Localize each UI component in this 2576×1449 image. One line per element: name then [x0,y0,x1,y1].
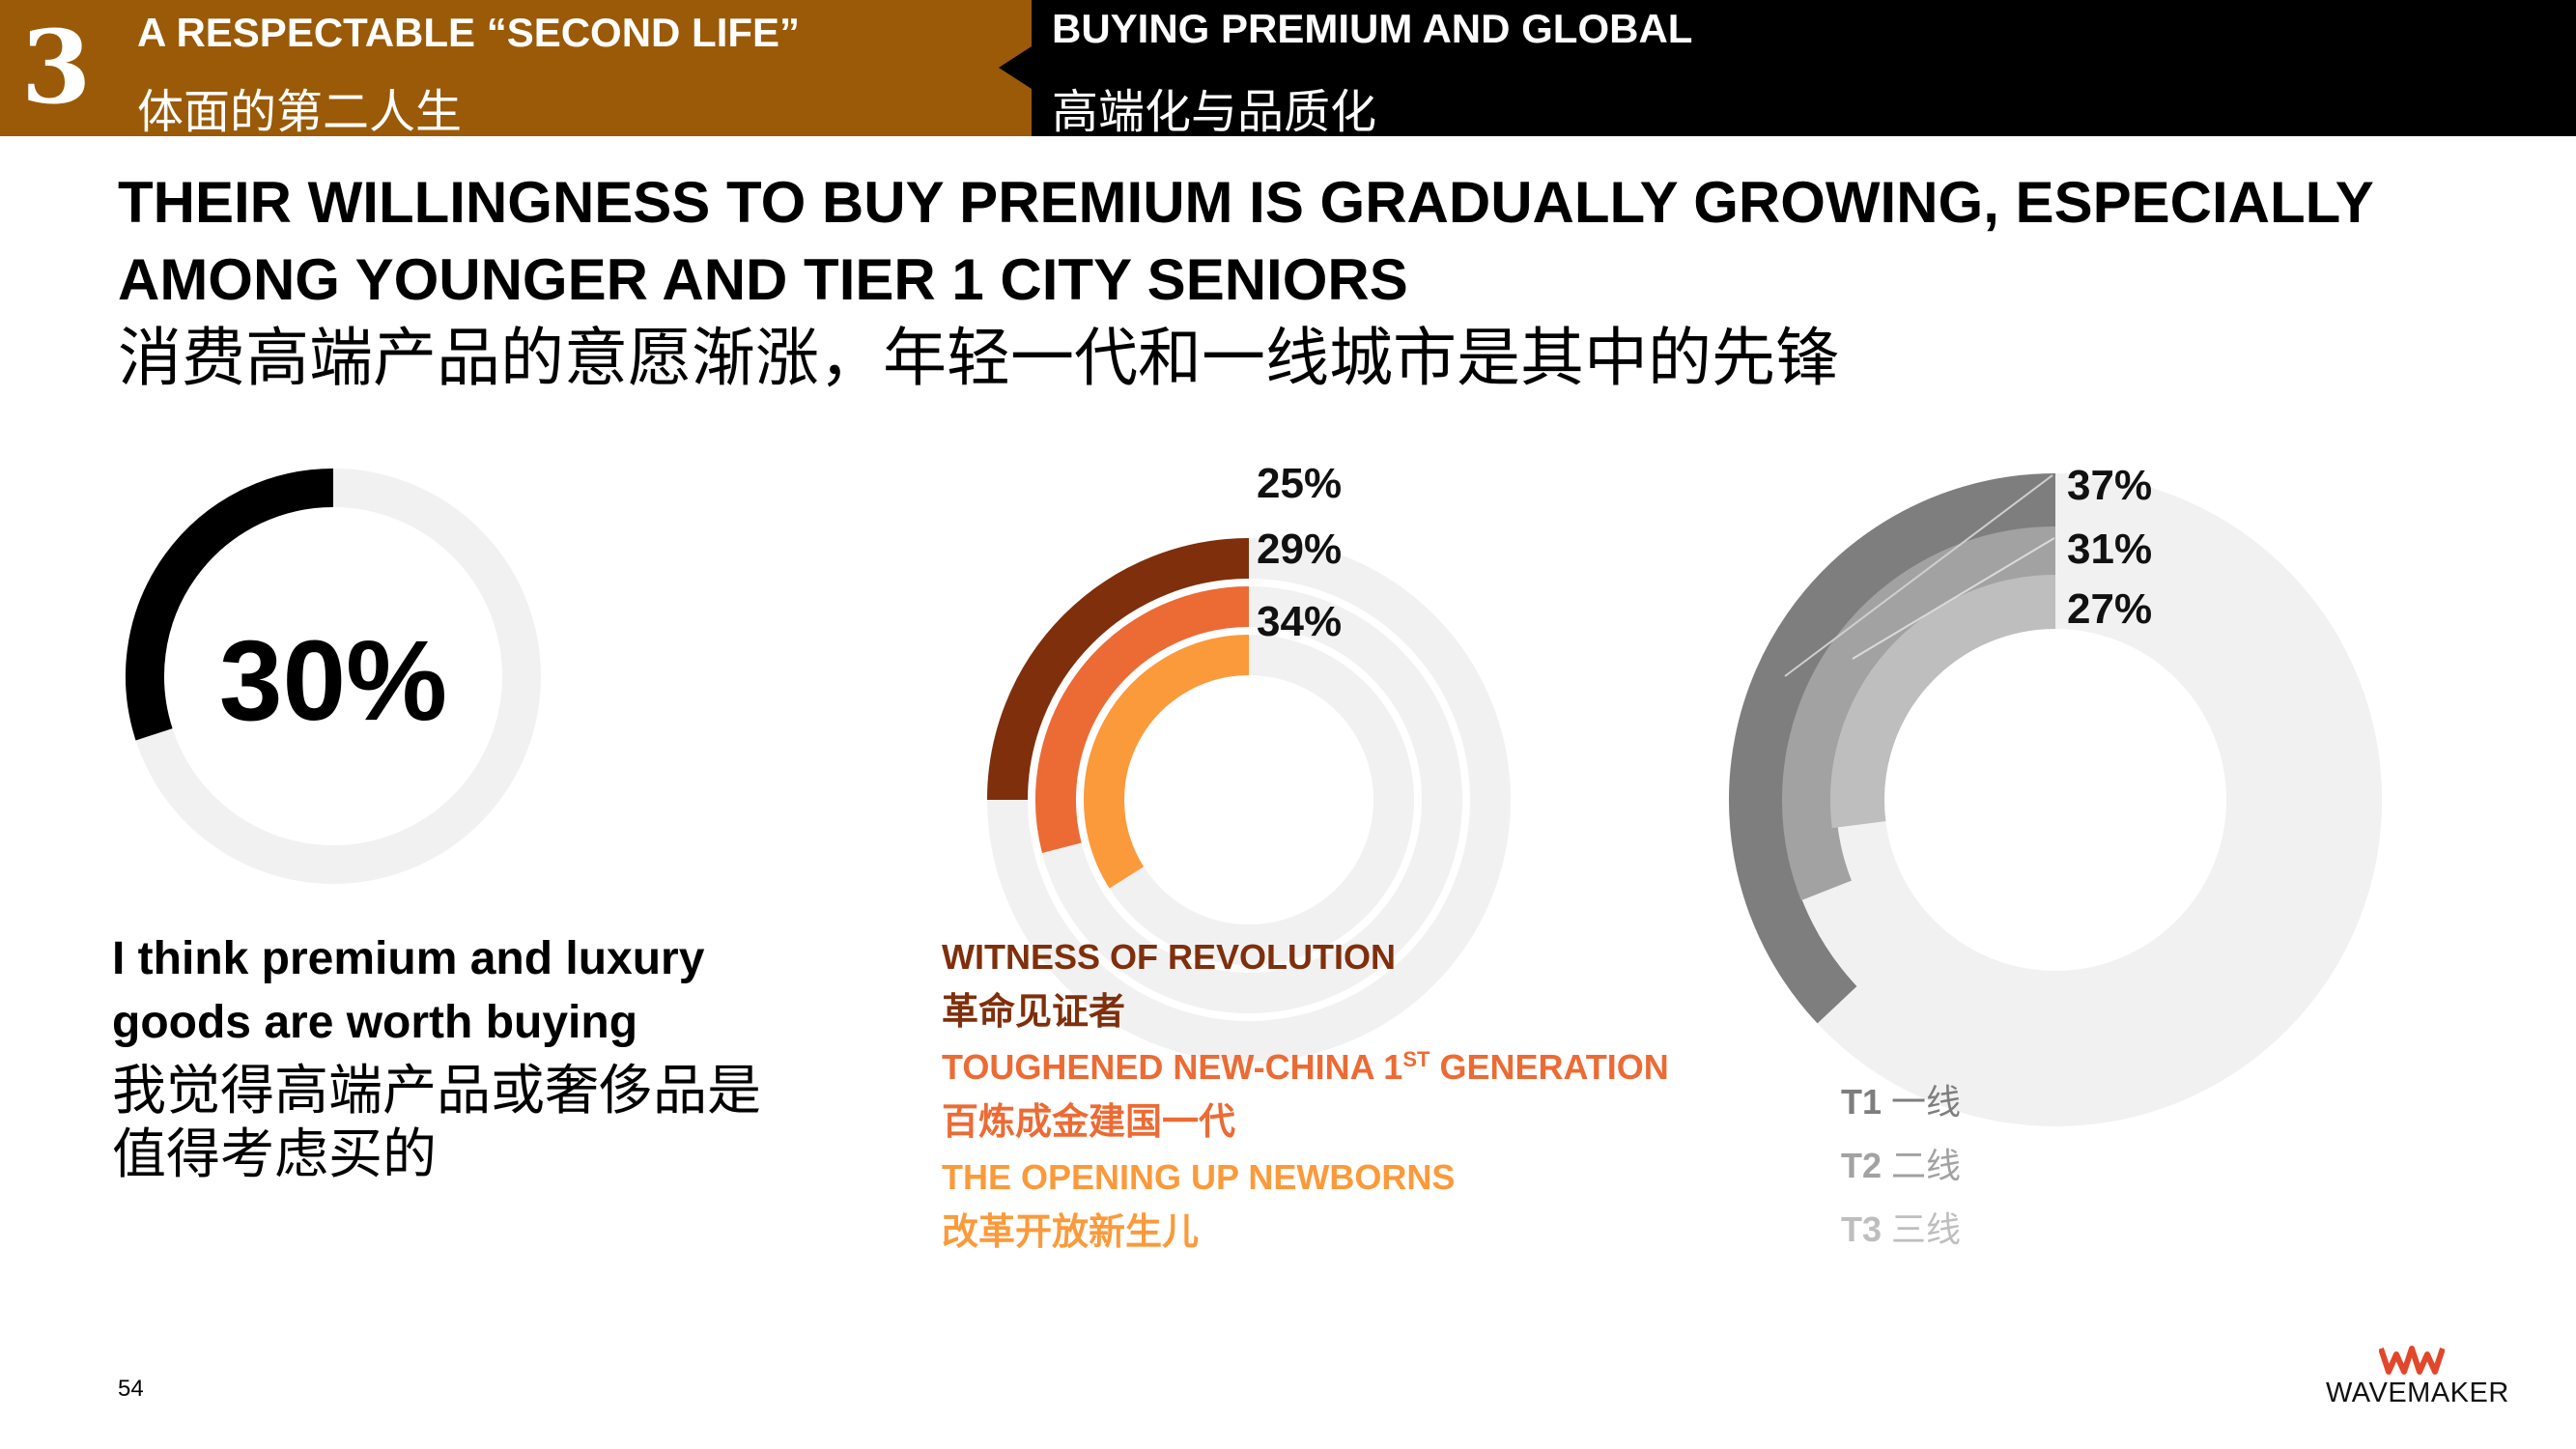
topic-header [1032,0,2576,136]
tier-radial-chart: 37% 31% 27% [1729,462,2382,1127]
legend-t3-code: T3 [1841,1209,1882,1249]
section-title-zh: 体面的第二人生 [137,87,463,138]
logo-text: WAVEMAKER [2326,1378,2509,1408]
tier-arc-t1 [1729,473,2056,1024]
tier-leader-line-2 [1852,537,2055,660]
section-header [0,0,1032,136]
legend-t2-code: T2 [1841,1146,1882,1185]
page-title-line-2: AMONG YOUNGER AND TIER 1 CITY SENIORS [118,247,1408,312]
legend-witness-zh: 革命见证者 [942,992,1126,1033]
legend-t2-zh: 二线 [1891,1146,1962,1185]
legend-t1-zh: 一线 [1891,1082,1962,1122]
legend-toughened-sup: ST [1402,1047,1430,1071]
legend-t2: T2 二线 [1841,1138,1961,1188]
tier-value-t1: 37% [2067,462,2152,509]
statement-zh-line-2: 值得考虑买的 [112,1123,437,1184]
overall-donut: 30% [126,469,541,885]
legend-toughened-zh: 百炼成金建国一代 [942,1102,1236,1143]
tier-value-t2: 31% [2067,526,2152,573]
legend-t3-zh: 三线 [1891,1209,1962,1249]
tier-leader-line-1 [1784,474,2053,677]
wavemaker-logo-icon [2379,1346,2445,1375]
page-title-zh: 消费高端产品的意愿渐涨，年轻一代和一线城市是其中的先锋 [118,322,1839,393]
generation-arc-newborns [1084,635,1250,889]
legend-toughened-en: TOUGHENED NEW-CHINA 1ST GENERATION [942,1047,1669,1088]
topic-title-en: BUYING PREMIUM AND GLOBAL [1052,6,1693,51]
section-title-en: A RESPECTABLE “SECOND LIFE” [137,10,801,55]
statement-zh-line-1: 我觉得高端产品或奢侈品是 [112,1060,761,1121]
legend-t1-code: T1 [1841,1082,1882,1122]
tier-value-t3: 27% [2067,585,2152,633]
statement-en: I think premium and luxury goods are wor… [112,927,846,1055]
generation-arc-toughened [1035,586,1250,853]
statement-en-line-2: goods are worth buying [112,997,638,1048]
legend-newborns-en: THE OPENING UP NEWBORNS [942,1157,1456,1197]
statement-en-line-1: I think premium and luxury [112,933,705,984]
page-title-line-1: THEIR WILLINGNESS TO BUY PREMIUM IS GRAD… [118,170,2374,235]
legend-t3: T3 三线 [1841,1202,1961,1252]
overall-donut-value: 30% [219,617,447,745]
legend-toughened-suffix: GENERATION [1430,1047,1669,1087]
page-title: THEIR WILLINGNESS TO BUY PREMIUM IS GRAD… [118,164,2455,319]
tier-arc-t2 [1782,526,2056,901]
generation-arc-witness [987,538,1250,801]
statement-zh: 我觉得高端产品或奢侈品是 值得考虑买的 [112,1059,846,1186]
generation-value-newborns: 34% [1257,598,1342,645]
legend-t1: T1 一线 [1841,1074,1961,1124]
legend-witness-en: WITNESS OF REVOLUTION [942,937,1397,977]
legend-toughened-name: TOUGHENED NEW-CHINA 1 [942,1047,1403,1087]
tier-arc-t3 [1830,575,2056,829]
generation-value-toughened: 29% [1257,526,1342,573]
topic-title-zh: 高端化与品质化 [1052,87,1377,138]
generation-radial-chart: 25% 29% 34% [987,460,1511,1063]
overall-donut-arc [126,469,334,741]
section-number: 3 [21,8,92,127]
header-arrow-icon [999,46,1032,89]
legend-newborns-zh: 改革开放新生儿 [942,1212,1200,1253]
generation-value-witness: 25% [1257,460,1342,507]
page-number: 54 [118,1376,144,1402]
